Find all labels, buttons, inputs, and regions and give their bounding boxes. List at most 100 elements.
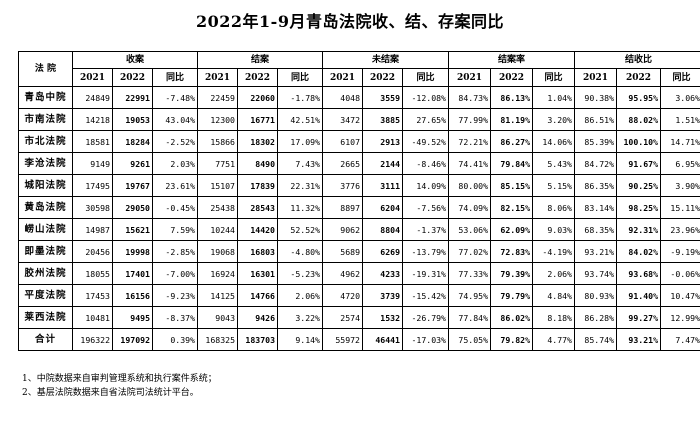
value-cell: 98.25% — [616, 196, 661, 219]
value-cell: 77.84% — [448, 306, 491, 329]
value-cell: 183703 — [237, 328, 278, 351]
value-cell: -15.42% — [402, 284, 449, 307]
value-cell: 28543 — [237, 196, 278, 219]
value-cell: 16301 — [237, 262, 278, 285]
value-cell: -1.37% — [402, 218, 449, 241]
value-cell: 8490 — [237, 152, 278, 175]
value-cell: 16771 — [237, 108, 278, 131]
value-cell: -0.06% — [660, 262, 700, 285]
value-cell: 53.06% — [448, 218, 491, 241]
value-cell: 3885 — [362, 108, 403, 131]
value-cell: 1.51% — [660, 108, 700, 131]
value-cell: 12300 — [197, 108, 238, 131]
table-row: 市北法院 18581 18284 -2.52% 15866 18302 17.09% 6107… — [18, 130, 700, 153]
value-cell: 2574 — [322, 306, 363, 329]
value-cell: 62.09% — [490, 218, 533, 241]
value-cell: -2.85% — [152, 240, 198, 263]
value-cell: 19053 — [112, 108, 153, 131]
value-cell: 4.77% — [532, 328, 575, 351]
value-cell: 81.19% — [490, 108, 533, 131]
value-cell: 18302 — [237, 130, 278, 153]
value-cell: 16803 — [237, 240, 278, 263]
value-cell: -49.52% — [402, 130, 449, 153]
value-cell: 7751 — [197, 152, 238, 175]
value-cell: 23.96% — [660, 218, 700, 241]
value-cell: 93.68% — [616, 262, 661, 285]
group-header-close-receive-ratio: 结收比 — [574, 51, 700, 69]
value-cell: 80.00% — [448, 174, 491, 197]
value-cell: 2144 — [362, 152, 403, 175]
value-cell: 4233 — [362, 262, 403, 285]
value-cell: 43.04% — [152, 108, 198, 131]
value-cell: 0.39% — [152, 328, 198, 351]
value-cell: 86.28% — [574, 306, 617, 329]
value-cell: -13.79% — [402, 240, 449, 263]
value-cell: 93.21% — [574, 240, 617, 263]
subheader-2022: 2022 — [112, 68, 153, 87]
value-cell: 90.38% — [574, 86, 617, 109]
value-cell: 2913 — [362, 130, 403, 153]
group-header-pending: 未结案 — [322, 51, 449, 69]
value-cell: 27.65% — [402, 108, 449, 131]
value-cell: 85.39% — [574, 130, 617, 153]
value-cell: 74.09% — [448, 196, 491, 219]
value-cell: 19998 — [112, 240, 153, 263]
value-cell: 74.95% — [448, 284, 491, 307]
value-cell: 14.71% — [660, 130, 700, 153]
court-name-cell: 莱西法院 — [18, 306, 73, 329]
value-cell: 29050 — [112, 196, 153, 219]
value-cell: 12.99% — [660, 306, 700, 329]
value-cell: 14766 — [237, 284, 278, 307]
value-cell: 17401 — [112, 262, 153, 285]
value-cell: 22060 — [237, 86, 278, 109]
value-cell: 14125 — [197, 284, 238, 307]
value-cell: 4.84% — [532, 284, 575, 307]
value-cell: 95.95% — [616, 86, 661, 109]
court-name-cell: 平度法院 — [18, 284, 73, 307]
subheader-2021: 2021 — [448, 68, 491, 87]
value-cell: -7.56% — [402, 196, 449, 219]
court-name-cell: 城阳法院 — [18, 174, 73, 197]
value-cell: 3.22% — [277, 306, 323, 329]
value-cell: 24849 — [72, 86, 113, 109]
value-cell: 86.13% — [490, 86, 533, 109]
value-cell: 72.83% — [490, 240, 533, 263]
value-cell: 5689 — [322, 240, 363, 263]
value-cell: 3472 — [322, 108, 363, 131]
value-cell: 9426 — [237, 306, 278, 329]
subheader-2021: 2021 — [197, 68, 238, 87]
value-cell: -4.80% — [277, 240, 323, 263]
value-cell: 91.67% — [616, 152, 661, 175]
table-row: 城阳法院 17495 19767 23.61% 15107 17839 22.31% 3776… — [18, 174, 700, 197]
value-cell: 79.82% — [490, 328, 533, 351]
value-cell: -12.08% — [402, 86, 449, 109]
value-cell: 4962 — [322, 262, 363, 285]
value-cell: 3559 — [362, 86, 403, 109]
value-cell: -7.00% — [152, 262, 198, 285]
value-cell: 77.99% — [448, 108, 491, 131]
value-cell: 9.03% — [532, 218, 575, 241]
value-cell: 10244 — [197, 218, 238, 241]
value-cell: 16924 — [197, 262, 238, 285]
table-row: 即墨法院 20456 19998 -2.85% 19068 16803 -4.80% 5689… — [18, 240, 700, 263]
value-cell: 8897 — [322, 196, 363, 219]
court-name-cell: 合计 — [18, 328, 73, 351]
value-cell: 15866 — [197, 130, 238, 153]
value-cell: 3.90% — [660, 174, 700, 197]
value-cell: 85.15% — [490, 174, 533, 197]
value-cell: 6269 — [362, 240, 403, 263]
value-cell: 88.02% — [616, 108, 661, 131]
court-name-cell: 黄岛法院 — [18, 196, 73, 219]
value-cell: 7.47% — [660, 328, 700, 351]
table-row: 胶州法院 18055 17401 -7.00% 16924 16301 -5.23% 4962… — [18, 262, 700, 285]
value-cell: 10.47% — [660, 284, 700, 307]
value-cell: 100.10% — [616, 130, 661, 153]
value-cell: 3739 — [362, 284, 403, 307]
value-cell: 30598 — [72, 196, 113, 219]
value-cell: 2.06% — [532, 262, 575, 285]
value-cell: 9043 — [197, 306, 238, 329]
value-cell: 14.09% — [402, 174, 449, 197]
value-cell: 18284 — [112, 130, 153, 153]
value-cell: 84.73% — [448, 86, 491, 109]
group-header-closure-rate: 结案率 — [448, 51, 575, 69]
